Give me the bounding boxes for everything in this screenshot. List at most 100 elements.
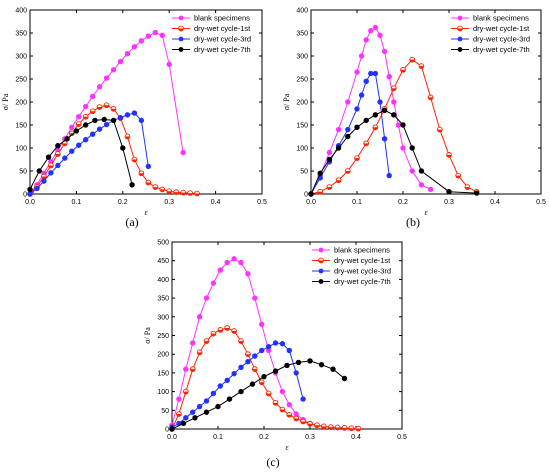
- legend-label: dry-wet cycle-1st: [194, 24, 251, 33]
- data-point: [183, 366, 189, 372]
- data-point: [55, 162, 61, 169]
- data-point: [76, 142, 82, 148]
- series-cycle7: [169, 358, 348, 432]
- data-point: [145, 163, 152, 170]
- data-point-half: [159, 189, 165, 192]
- y-tick-label: 350: [157, 296, 169, 303]
- data-point: [231, 370, 237, 377]
- data-point: [381, 107, 388, 113]
- data-point-half: [363, 143, 369, 146]
- data-point: [363, 78, 369, 85]
- legend-label: blank specimens: [334, 246, 390, 255]
- data-point: [427, 186, 434, 193]
- data-point: [36, 168, 42, 174]
- data-point: [238, 259, 244, 266]
- data-point: [45, 154, 52, 160]
- data-point: [330, 366, 336, 372]
- data-point-half: [48, 165, 54, 168]
- data-point: [386, 172, 392, 179]
- series-line: [29, 118, 133, 190]
- x-axis-label: ε: [285, 443, 289, 452]
- data-point: [326, 156, 333, 163]
- data-point-half: [355, 428, 361, 432]
- data-point: [159, 32, 165, 38]
- data-point-half: [197, 352, 202, 355]
- data-point: [381, 48, 388, 55]
- series-line: [171, 360, 345, 430]
- data-point: [224, 259, 230, 266]
- y-tick-label: 300: [157, 314, 169, 321]
- data-point: [308, 191, 314, 197]
- data-point: [381, 136, 388, 142]
- chart-panel-1: 0.0 0.1 0.2 0.3 0.4 0.5 0 50 100 150 200 250 300 350 4…: [1, 8, 267, 218]
- y-tick-label: 200: [15, 100, 27, 107]
- data-point-half: [400, 69, 406, 73]
- y-tick-label: 100: [15, 146, 27, 153]
- x-tick-label: 0.1: [213, 434, 223, 441]
- data-point: [284, 362, 290, 369]
- data-point: [363, 117, 369, 124]
- data-point: [55, 143, 61, 149]
- y-tick-label: 150: [157, 370, 169, 377]
- data-point-half: [194, 193, 200, 196]
- data-point: [354, 106, 360, 112]
- x-tick-label: 0.5: [536, 199, 546, 206]
- data-point: [224, 377, 230, 384]
- data-point: [386, 73, 392, 80]
- panel-caption: (a): [125, 215, 138, 229]
- data-point-half: [328, 427, 334, 430]
- data-point: [217, 383, 224, 389]
- data-point: [110, 117, 117, 124]
- data-point-half: [321, 426, 327, 429]
- data-point: [272, 340, 279, 346]
- data-point: [341, 375, 348, 382]
- data-point-half: [317, 191, 323, 195]
- data-point-half: [138, 173, 144, 176]
- data-point: [180, 420, 187, 427]
- data-point-half: [280, 409, 285, 412]
- data-point: [261, 373, 267, 380]
- data-point: [48, 170, 54, 176]
- y-axis-label: σ/ Pa: [282, 93, 291, 110]
- legend-label: blank specimens: [194, 14, 250, 23]
- data-point: [203, 295, 210, 301]
- data-point: [354, 124, 360, 131]
- data-point-half: [83, 116, 89, 120]
- legend-label: dry-wet cycle-1st: [473, 24, 530, 33]
- data-point: [377, 99, 383, 105]
- legend-item: dry-wet cycle-3rd: [312, 267, 391, 276]
- series-line: [29, 112, 149, 195]
- data-point-half: [373, 127, 378, 130]
- legend-marker: [318, 279, 324, 284]
- data-point: [272, 368, 279, 374]
- data-point-half: [132, 159, 137, 162]
- panel-caption: (c): [266, 455, 279, 469]
- data-point-half: [125, 136, 130, 139]
- data-point-half: [437, 129, 443, 133]
- data-point-half: [41, 176, 47, 179]
- data-point: [345, 133, 351, 140]
- data-point-half: [245, 354, 251, 357]
- data-point: [391, 99, 397, 105]
- data-point-half: [190, 369, 196, 372]
- data-point: [259, 347, 265, 354]
- data-point: [27, 186, 33, 193]
- data-point: [101, 116, 107, 123]
- data-point: [363, 37, 369, 43]
- data-point-half: [314, 425, 320, 428]
- data-point: [358, 53, 365, 59]
- data-point: [152, 29, 158, 36]
- data-point: [293, 370, 299, 376]
- data-point: [129, 182, 135, 188]
- series-blank: [308, 24, 434, 197]
- y-tick-label: 300: [15, 54, 27, 61]
- data-point: [120, 145, 126, 151]
- series-cycle7: [308, 107, 480, 197]
- data-point: [92, 117, 98, 124]
- y-axis-label: σ/ Pa: [1, 93, 10, 110]
- data-point: [358, 92, 365, 98]
- data-point: [176, 396, 182, 402]
- x-tick-label: 0.0: [306, 199, 316, 206]
- data-point-half: [252, 369, 258, 372]
